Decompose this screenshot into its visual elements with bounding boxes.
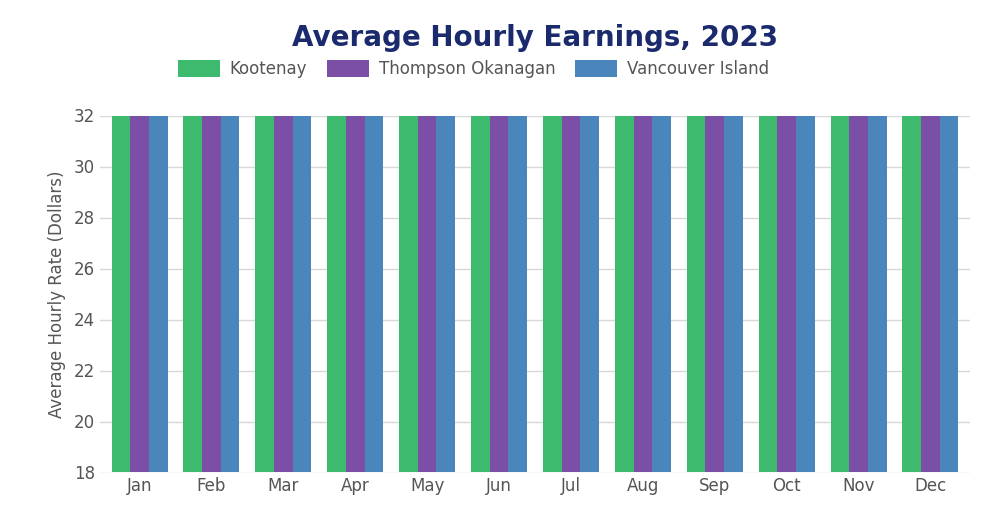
Bar <box>796 0 815 472</box>
Title: Average Hourly Earnings, 2023: Average Hourly Earnings, 2023 <box>292 24 778 52</box>
Bar <box>183 0 202 472</box>
Bar <box>777 0 796 472</box>
Bar <box>202 0 221 472</box>
Bar <box>112 0 130 472</box>
Bar <box>902 0 921 472</box>
Bar <box>471 0 490 472</box>
Bar <box>418 0 436 472</box>
Bar <box>849 0 868 472</box>
Bar <box>490 0 508 472</box>
Bar <box>130 0 149 472</box>
Bar <box>293 0 311 472</box>
Bar <box>759 0 777 472</box>
Bar <box>346 0 365 472</box>
Bar <box>921 0 940 472</box>
Bar <box>940 0 958 472</box>
Bar <box>508 0 527 472</box>
Bar <box>724 0 743 472</box>
Bar <box>562 0 580 472</box>
Bar <box>365 0 383 472</box>
Bar <box>652 0 671 472</box>
Bar <box>274 0 293 472</box>
Bar <box>149 0 168 472</box>
Bar <box>831 0 849 472</box>
Bar <box>634 0 652 472</box>
Bar <box>580 0 599 472</box>
Bar <box>436 0 455 472</box>
Bar <box>705 0 724 472</box>
Bar <box>687 0 705 472</box>
Bar <box>868 0 887 472</box>
Legend: Kootenay, Thompson Okanagan, Vancouver Island: Kootenay, Thompson Okanagan, Vancouver I… <box>178 59 769 78</box>
Bar <box>399 0 418 472</box>
Bar <box>543 0 562 472</box>
Bar <box>615 0 634 472</box>
Bar <box>221 0 239 472</box>
Y-axis label: Average Hourly Rate (Dollars): Average Hourly Rate (Dollars) <box>48 170 66 418</box>
Bar <box>327 0 346 472</box>
Bar <box>255 0 274 472</box>
